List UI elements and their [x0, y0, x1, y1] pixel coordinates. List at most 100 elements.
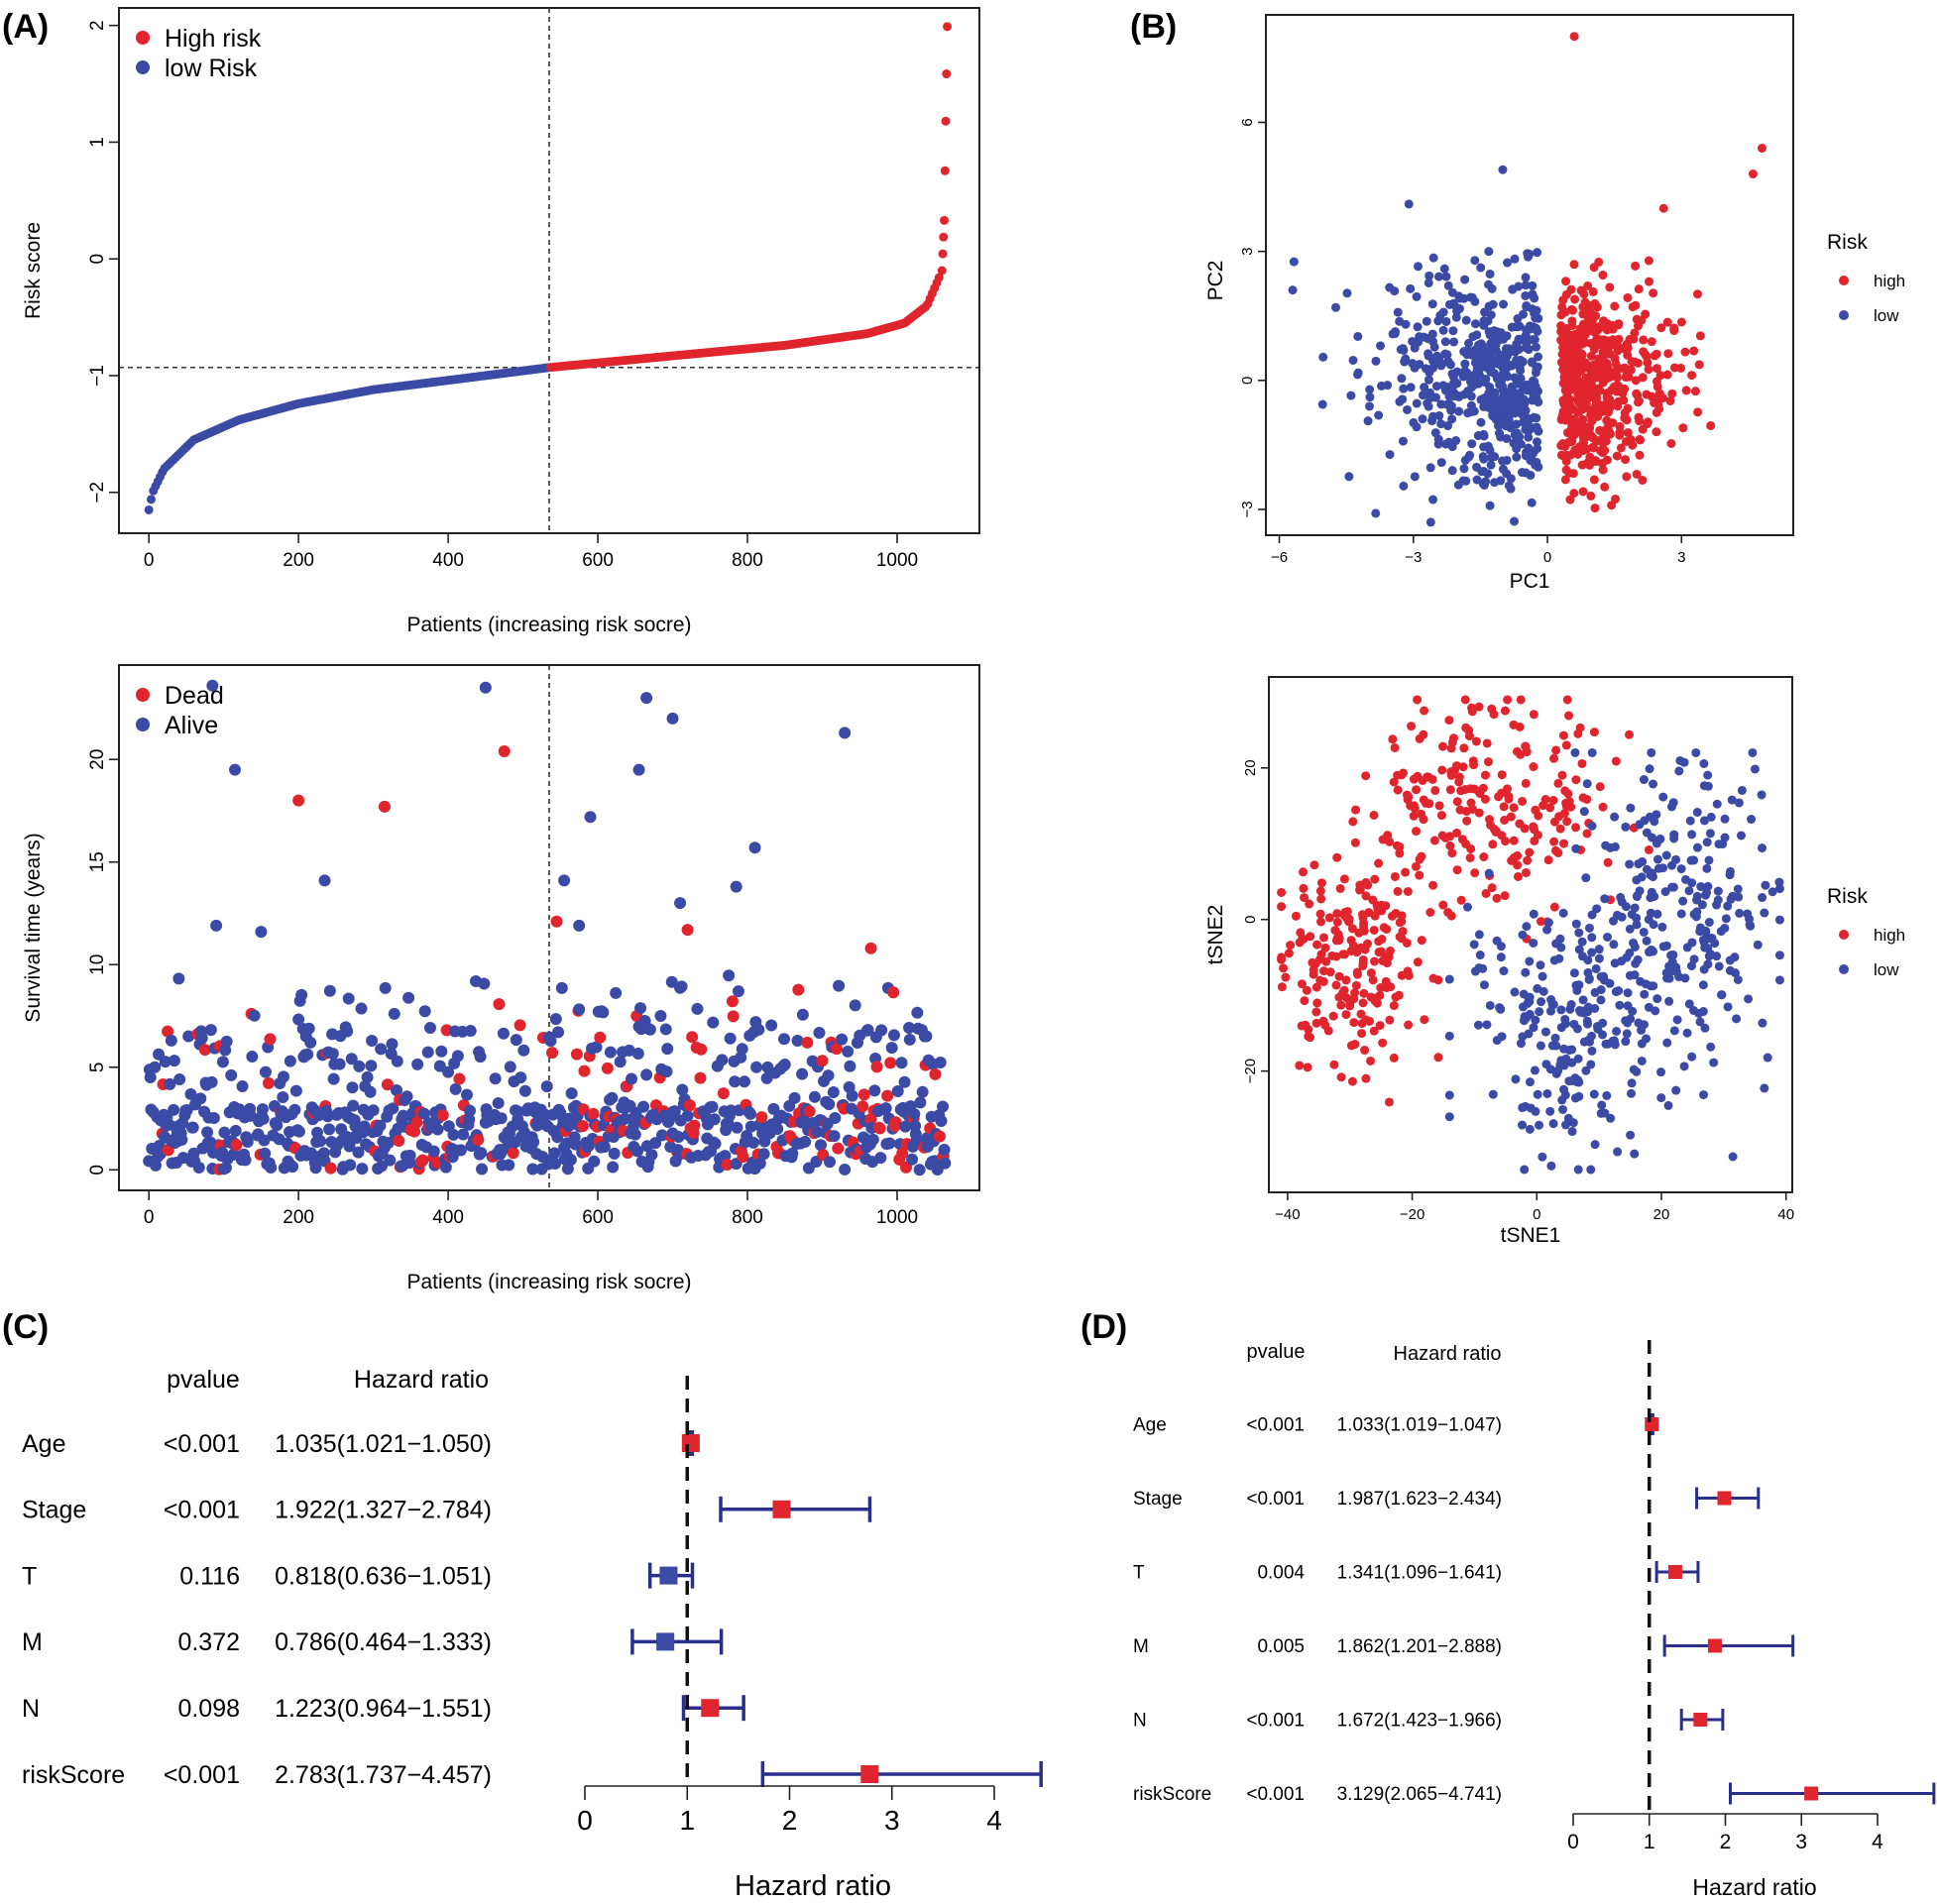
- tsne-low-point: [1538, 1152, 1547, 1162]
- alive-point: [895, 1057, 908, 1069]
- tsne-low-point: [1496, 1004, 1506, 1014]
- pca-high-point: [1614, 319, 1624, 329]
- tsne-low-point: [1529, 938, 1538, 948]
- tsne-high-point: [1561, 801, 1571, 811]
- tsne-high-point: [1351, 805, 1361, 815]
- tsne-high-point: [1420, 706, 1429, 716]
- alive-point: [304, 1036, 317, 1049]
- tsne-low-point: [1573, 1165, 1583, 1175]
- tsne-high-point: [1336, 1000, 1346, 1010]
- tsne-low-point: [1602, 1090, 1612, 1100]
- alive-point: [344, 1159, 357, 1172]
- dead-point: [694, 1071, 707, 1084]
- tsne-high-point: [1344, 914, 1354, 924]
- tsne-low-point: [1521, 967, 1531, 977]
- pca-low-point: [1442, 350, 1452, 360]
- tsne-high-point: [1424, 799, 1434, 809]
- panel-label-d: (D): [1081, 1308, 1127, 1346]
- pca-high-point: [1598, 438, 1608, 448]
- row-label: riskScore: [22, 1761, 125, 1789]
- pca-high-point: [1561, 456, 1571, 466]
- pca-low-point: [1534, 426, 1543, 436]
- tsne-low-point: [1536, 1041, 1545, 1051]
- alive-point: [549, 1157, 562, 1170]
- pca-high-point: [1694, 360, 1704, 370]
- tsne-low-point: [1629, 938, 1639, 948]
- tsne-high-point: [1513, 871, 1523, 881]
- tsne-low-point: [1685, 816, 1695, 826]
- tsne-high-point: [1332, 852, 1342, 862]
- tsne-high-point: [1348, 941, 1358, 951]
- pca-high-point: [1567, 316, 1577, 326]
- pca-low-point: [1353, 368, 1363, 378]
- risk-score-points: [144, 22, 953, 514]
- pca-low-point: [1479, 454, 1489, 464]
- tsne-high-point: [1370, 911, 1380, 921]
- alive-point: [384, 1154, 397, 1167]
- pca-low-point: [1496, 350, 1506, 360]
- tsne-low-point: [1614, 986, 1624, 996]
- tsne-low-point: [1642, 864, 1652, 874]
- tsne-high-point: [1437, 765, 1447, 775]
- tsne-high-point: [1529, 710, 1538, 720]
- pca-high-point: [1574, 442, 1584, 452]
- tsne-low-point: [1684, 886, 1694, 896]
- tsne-high-point: [1452, 865, 1462, 875]
- tsne-low-point: [1609, 940, 1619, 950]
- alive-point: [391, 1084, 403, 1097]
- tsne-low-point: [1758, 1018, 1767, 1028]
- tsne-low-point: [1661, 941, 1671, 951]
- alive-point: [808, 1090, 821, 1103]
- tsne-high-point: [1378, 1038, 1388, 1048]
- tsne-low-point: [1661, 850, 1671, 860]
- tsne-low-point: [1569, 968, 1579, 978]
- tsne-low-point: [1492, 936, 1502, 946]
- tsne-low-point: [1678, 896, 1688, 906]
- panel-label-c: (C): [2, 1308, 49, 1346]
- alive-point: [661, 1043, 674, 1056]
- pca-low-point: [1443, 357, 1453, 367]
- pca-high-point: [1623, 428, 1633, 438]
- pca-high-point: [1586, 491, 1596, 501]
- y-tick-label: 0: [87, 254, 108, 265]
- tsne-high-point: [1361, 1073, 1371, 1083]
- pca-high-point: [1557, 349, 1567, 359]
- tsne-low-point: [1626, 1130, 1636, 1140]
- tsne-high-point: [1291, 911, 1301, 921]
- tsne-high-point: [1310, 860, 1319, 870]
- alive-point: [607, 1161, 620, 1174]
- tsne-low-point: [1626, 1014, 1636, 1024]
- tsne-high-point: [1359, 918, 1369, 928]
- pca-high-point: [1561, 465, 1571, 475]
- tsne-low-point: [1632, 892, 1642, 902]
- tsne-high-point: [1376, 983, 1386, 993]
- tsne-high-point: [1482, 738, 1492, 748]
- row-hr-text: 1.035(1.021−1.050): [275, 1430, 492, 1458]
- tsne-high-point: [1403, 966, 1413, 976]
- tsne-high-point: [1281, 972, 1291, 982]
- pca-high-point: [1649, 288, 1658, 298]
- tsne-low-point: [1679, 1062, 1689, 1071]
- alive-point: [861, 1024, 874, 1037]
- pca-low-point: [1398, 436, 1408, 446]
- tsne-low-point: [1637, 1056, 1647, 1065]
- pca-high-point: [1564, 437, 1574, 447]
- tsne-high-point: [1279, 963, 1289, 973]
- alive-point: [551, 1131, 564, 1144]
- alive-point: [526, 1163, 539, 1176]
- pca-high-point: [1578, 414, 1588, 424]
- pca-low-point: [1443, 280, 1453, 290]
- pca-high-point: [1609, 382, 1619, 392]
- alive-point: [271, 1119, 284, 1132]
- pca-low-point: [1429, 342, 1439, 352]
- alive-point: [447, 1128, 460, 1141]
- row-pvalue: 0.005: [1257, 1636, 1305, 1657]
- dead-point: [513, 1019, 526, 1032]
- tsne-high-point: [1598, 802, 1608, 812]
- dead-point: [721, 1158, 734, 1171]
- pca-low-point: [1481, 477, 1491, 487]
- dead-point: [493, 998, 506, 1011]
- pca-high-point: [1757, 144, 1766, 154]
- tsne-high-point: [1390, 742, 1400, 752]
